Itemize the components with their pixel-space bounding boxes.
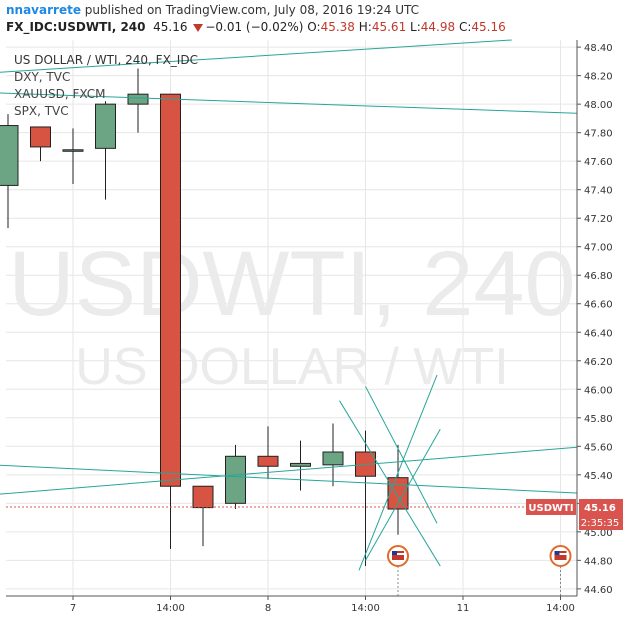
high-label: H: [358, 20, 372, 34]
flag-stripe-white [392, 553, 404, 555]
countdown-value: 2:35:35 [581, 518, 620, 529]
trendline[interactable] [0, 442, 623, 495]
close-value: 45.16 [471, 20, 506, 34]
y-tick-label: 45.80 [584, 414, 613, 425]
y-tick-label: 47.00 [584, 243, 613, 254]
price-tag-box [579, 499, 623, 515]
ohlc-line: FX_IDC:USDWTI, 240 45.16 −0.01 (−0.02%) … [6, 20, 506, 34]
candle-body [192, 485, 214, 509]
symbol-tag-label: USDWTI [528, 503, 573, 514]
candle-body [62, 149, 84, 152]
candle-body [30, 126, 51, 148]
low-label: L: [410, 20, 421, 34]
candle[interactable] [355, 430, 376, 567]
y-tick-label: 47.20 [584, 214, 613, 225]
candle-body [160, 93, 181, 487]
time-axis-background [0, 596, 623, 619]
candle[interactable] [257, 426, 279, 480]
candle-body [225, 455, 246, 504]
time-axis[interactable]: 7 14:00 8 14:00 11 14:00 [0, 595, 623, 619]
down-arrow-icon [193, 23, 204, 32]
legend-xauusd[interactable]: XAUUSD, FXCM [14, 87, 106, 101]
watermark-description: US DOLLAR / WTI [75, 338, 508, 396]
candle-body [257, 455, 279, 467]
y-tick-label: 45.00 [584, 528, 613, 539]
trendlines[interactable] [0, 39, 623, 571]
trendline[interactable] [365, 386, 438, 524]
y-tick-label: 47.40 [584, 186, 613, 197]
publish-info: published on TradingView.com, July 08, 2… [84, 3, 420, 17]
candle[interactable] [322, 423, 344, 487]
open-value: 45.38 [320, 20, 355, 34]
candle-body [0, 125, 19, 186]
chart-header: nnavarrete published on TradingView.com,… [0, 0, 623, 40]
x-tick-label: 14:00 [351, 603, 380, 614]
trendline[interactable] [358, 374, 438, 571]
y-tick-label: 47.80 [584, 129, 613, 140]
price-change: −0.01 (−0.02%) [205, 20, 304, 34]
candle-body [322, 451, 344, 466]
close-label: C: [458, 20, 472, 34]
x-tick-label: 14:00 [156, 603, 185, 614]
candle[interactable] [62, 128, 84, 184]
last-price: 45.16 [153, 20, 188, 34]
candle[interactable] [290, 440, 311, 491]
high-value: 45.61 [371, 20, 407, 34]
x-tick-label: 7 [70, 603, 76, 614]
y-tick-label: 45.40 [584, 471, 613, 482]
y-tick-label: 45.60 [584, 442, 613, 453]
publish-line: nnavarrete published on TradingView.com,… [6, 3, 419, 17]
y-tick-label: 48.40 [584, 43, 613, 54]
open-label: O: [307, 20, 321, 34]
trendline[interactable] [339, 400, 441, 567]
legend-dxy[interactable]: DXY, TVC [14, 70, 71, 84]
main-series-legend[interactable]: US DOLLAR / WTI, 240, FX_IDC [14, 53, 198, 67]
symbol-label: FX_IDC:USDWTI, 240 [6, 20, 146, 34]
candles [0, 68, 409, 567]
flag-stripes [554, 551, 567, 560]
x-tick-label: 14:00 [546, 603, 575, 614]
candle[interactable] [192, 485, 214, 547]
author-link[interactable]: nnavarrete [6, 3, 81, 17]
watermark-symbol: USDWTI, 240 [8, 233, 575, 335]
candle-body [95, 103, 116, 149]
candle[interactable] [0, 114, 19, 229]
y-tick-label: 44.80 [584, 556, 613, 567]
x-tick-label: 11 [457, 603, 470, 614]
flag-stripe-white [554, 553, 567, 555]
candle[interactable] [127, 68, 149, 133]
flag-canton [392, 551, 397, 555]
trendline[interactable] [0, 464, 623, 496]
symbol-tag [526, 499, 576, 515]
flag-stripes [392, 551, 404, 560]
y-tick-label: 44.60 [584, 585, 613, 596]
y-tick-label: 46.00 [584, 385, 613, 396]
y-tick-label: 46.40 [584, 328, 613, 339]
y-tick-label: 48.20 [584, 72, 613, 83]
flag-canton [554, 551, 560, 555]
candle[interactable] [95, 101, 116, 200]
y-tick-label: 46.60 [584, 300, 613, 311]
x-tick-label: 8 [265, 603, 271, 614]
price-tag: USDWTI 45.16 2:35:35 [526, 499, 623, 530]
candle[interactable] [30, 126, 51, 162]
watermark: USDWTI, 240 US DOLLAR / WTI [8, 233, 575, 396]
event-markers[interactable] [387, 545, 572, 596]
candle-body [127, 93, 149, 105]
y-tick-label: 48.00 [584, 100, 613, 111]
flag-icon[interactable] [387, 545, 409, 596]
trendline[interactable] [0, 92, 623, 116]
trendline[interactable] [365, 428, 441, 561]
y-tick-label: 46.20 [584, 357, 613, 368]
candle-body [290, 462, 311, 467]
low-value: 44.98 [420, 20, 456, 34]
trendline[interactable] [0, 39, 512, 73]
flag-icon[interactable] [549, 545, 572, 596]
y-tick-label: 47.60 [584, 157, 613, 168]
price-tag-value: 45.16 [584, 503, 616, 514]
y-tick-label: 46.80 [584, 271, 613, 282]
legend-spx[interactable]: SPX, TVC [14, 104, 69, 118]
countdown-box [579, 515, 623, 530]
